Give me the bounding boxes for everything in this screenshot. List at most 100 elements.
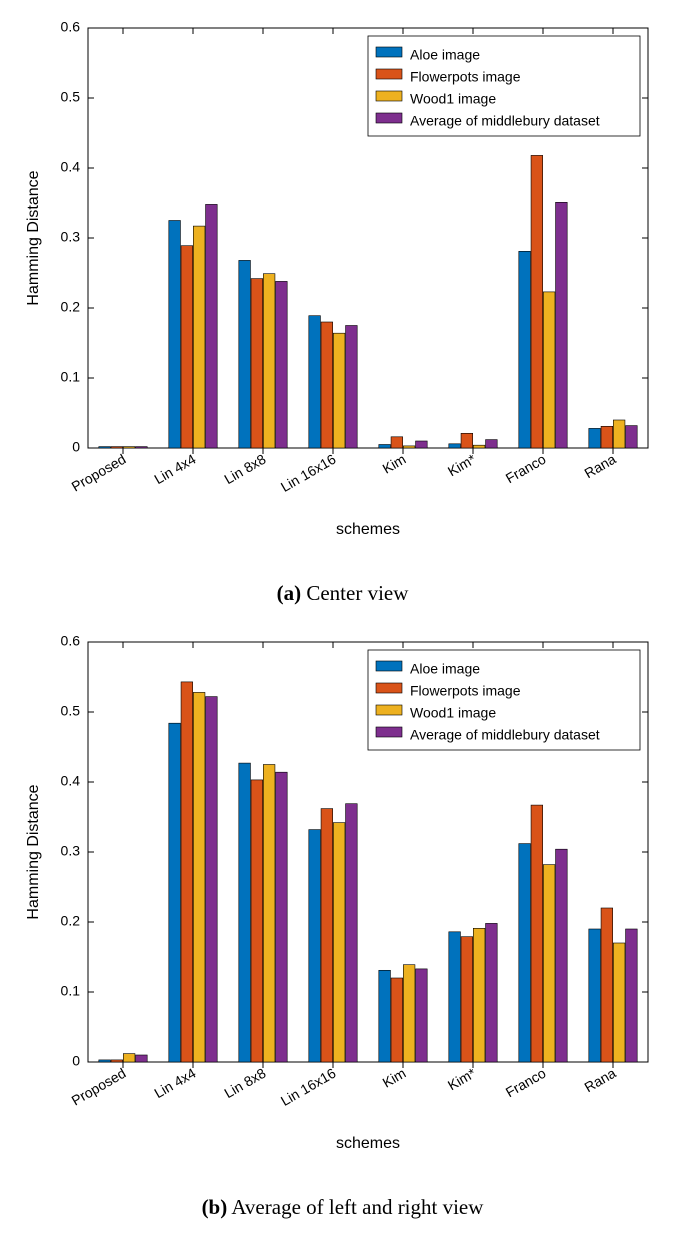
subcaption-b: (b) Average of left and right view	[0, 1195, 685, 1220]
bar	[181, 246, 193, 448]
bar	[111, 447, 123, 448]
legend: Aloe imageFlowerpots imageWood1 imageAve…	[368, 650, 640, 750]
bar	[589, 929, 601, 1062]
subcaption-b-label: (b)	[202, 1195, 228, 1219]
bar	[239, 763, 251, 1062]
svg-text:0: 0	[72, 439, 80, 455]
bar	[263, 274, 275, 448]
svg-text:schemes: schemes	[336, 521, 400, 538]
svg-text:Flowerpots image: Flowerpots image	[410, 69, 521, 85]
bar	[346, 804, 358, 1062]
svg-text:Proposed: Proposed	[69, 1065, 129, 1109]
svg-text:0.3: 0.3	[61, 843, 81, 859]
bar	[193, 226, 205, 448]
bar	[169, 723, 181, 1062]
bar	[543, 292, 555, 448]
bar	[99, 1060, 111, 1062]
bar	[309, 830, 321, 1062]
bar	[626, 426, 638, 448]
bar	[206, 697, 218, 1062]
bar	[519, 844, 531, 1062]
bar	[449, 932, 461, 1062]
svg-text:Lin 8x8: Lin 8x8	[221, 1065, 268, 1102]
svg-text:Rana: Rana	[582, 451, 619, 482]
svg-text:Hamming Distance: Hamming Distance	[25, 784, 42, 919]
panel-a: 00.10.20.30.40.50.6Hamming DistancePropo…	[0, 10, 685, 606]
bar	[251, 279, 263, 448]
svg-text:Lin 4x4: Lin 4x4	[151, 451, 198, 488]
svg-text:Average of middlebury dataset: Average of middlebury dataset	[410, 727, 600, 743]
bar	[531, 805, 543, 1062]
svg-text:0.1: 0.1	[61, 983, 81, 999]
svg-text:Lin 4x4: Lin 4x4	[151, 1065, 198, 1102]
bar	[601, 426, 613, 448]
bar	[461, 433, 473, 448]
bar	[321, 809, 333, 1062]
svg-text:0.1: 0.1	[61, 369, 81, 385]
bar	[169, 221, 181, 449]
bar	[626, 929, 638, 1062]
svg-text:0.3: 0.3	[61, 229, 81, 245]
svg-text:0: 0	[72, 1053, 80, 1069]
svg-text:0.4: 0.4	[61, 159, 81, 175]
svg-text:Average of middlebury dataset: Average of middlebury dataset	[410, 113, 600, 129]
bar	[321, 322, 333, 448]
bar	[251, 780, 263, 1062]
bar	[556, 202, 568, 448]
svg-text:0.6: 0.6	[61, 633, 81, 649]
svg-text:Lin 16x16: Lin 16x16	[278, 1065, 339, 1109]
legend: Aloe image Flowerpots image Wood1 image Ave…	[368, 36, 640, 136]
svg-text:Aloe image: Aloe image	[410, 47, 480, 63]
bar	[486, 923, 498, 1062]
svg-text:Kim*: Kim*	[445, 450, 479, 479]
panel-b: 00.10.20.30.40.50.6Hamming DistancePropo…	[0, 624, 685, 1220]
figure: 00.10.20.30.40.50.6Hamming DistancePropo…	[0, 0, 685, 1220]
chart-a: 00.10.20.30.40.50.6Hamming DistancePropo…	[0, 10, 685, 570]
svg-text:0.2: 0.2	[61, 299, 81, 315]
svg-text:Kim: Kim	[380, 451, 409, 477]
bar	[181, 682, 193, 1062]
bar	[589, 428, 601, 448]
bar	[403, 446, 415, 448]
svg-text:Proposed: Proposed	[69, 451, 129, 495]
bar	[333, 333, 345, 448]
bar	[263, 765, 275, 1063]
bar	[403, 965, 415, 1062]
svg-text:Rana: Rana	[582, 1065, 619, 1096]
bar	[473, 445, 485, 448]
svg-text:Hamming Distance: Hamming Distance	[25, 170, 42, 305]
svg-text:Franco: Franco	[503, 451, 549, 487]
svg-text:Kim*: Kim*	[445, 1064, 479, 1093]
svg-text:0.2: 0.2	[61, 913, 81, 929]
svg-text:schemes: schemes	[336, 1135, 400, 1152]
bar	[239, 260, 251, 448]
bar	[416, 969, 428, 1062]
bar	[123, 1054, 135, 1062]
bar	[111, 1060, 123, 1062]
bar	[99, 447, 111, 448]
svg-text:Flowerpots image: Flowerpots image	[410, 683, 521, 699]
bar	[123, 447, 135, 448]
bar	[613, 943, 625, 1062]
bar	[416, 441, 428, 448]
svg-text:0.4: 0.4	[61, 773, 81, 789]
bar	[486, 440, 498, 448]
svg-text:0.6: 0.6	[61, 19, 81, 35]
bar	[379, 445, 391, 449]
bar	[136, 1055, 148, 1062]
svg-text:Franco: Franco	[503, 1065, 549, 1101]
bar	[193, 692, 205, 1062]
subcaption-a-label: (a)	[277, 581, 302, 605]
subcaption-a: (a) Center view	[0, 581, 685, 606]
subcaption-a-text: Center view	[306, 581, 408, 605]
bar	[346, 326, 358, 449]
svg-text:Lin 8x8: Lin 8x8	[221, 451, 268, 488]
bar	[519, 251, 531, 448]
bar	[613, 420, 625, 448]
bar	[556, 849, 568, 1062]
bar	[543, 865, 555, 1062]
chart-b: 00.10.20.30.40.50.6Hamming DistancePropo…	[0, 624, 685, 1184]
bar	[449, 444, 461, 448]
svg-text:Wood1 image: Wood1 image	[410, 91, 496, 107]
bar	[333, 823, 345, 1062]
